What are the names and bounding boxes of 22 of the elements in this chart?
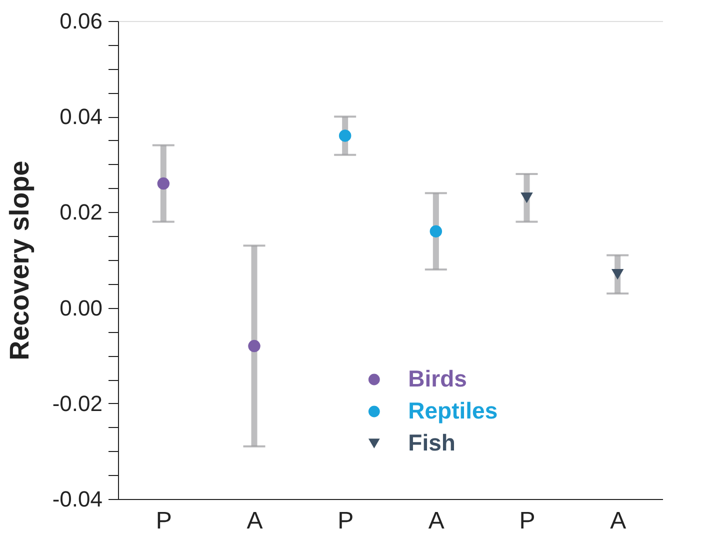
point bbox=[430, 225, 442, 238]
point bbox=[157, 177, 170, 190]
y-tick-label: -0.04 bbox=[52, 486, 102, 512]
y-tick-label: -0.02 bbox=[52, 390, 102, 416]
y-tick-label: 0.00 bbox=[60, 295, 102, 320]
x-tick-label: P bbox=[519, 508, 536, 534]
y-tick-label: 0.04 bbox=[60, 104, 102, 130]
y-axis-title: Recovery slope bbox=[4, 160, 34, 360]
point bbox=[611, 269, 624, 280]
x-tick-label: A bbox=[246, 508, 263, 534]
point bbox=[248, 340, 260, 352]
y-tick-label: 0.02 bbox=[60, 200, 102, 225]
y-tick-label: 0.06 bbox=[60, 8, 102, 34]
point bbox=[520, 192, 533, 204]
legend-label: Fish bbox=[408, 430, 456, 456]
x-tick-label: P bbox=[156, 508, 172, 534]
point bbox=[338, 130, 352, 142]
x-tick-label: P bbox=[338, 508, 354, 534]
legend-label: Reptiles bbox=[408, 398, 498, 424]
x-tick-label: A bbox=[610, 508, 626, 534]
x-tick-label: A bbox=[428, 508, 444, 534]
legend-label: Birds bbox=[408, 366, 467, 392]
